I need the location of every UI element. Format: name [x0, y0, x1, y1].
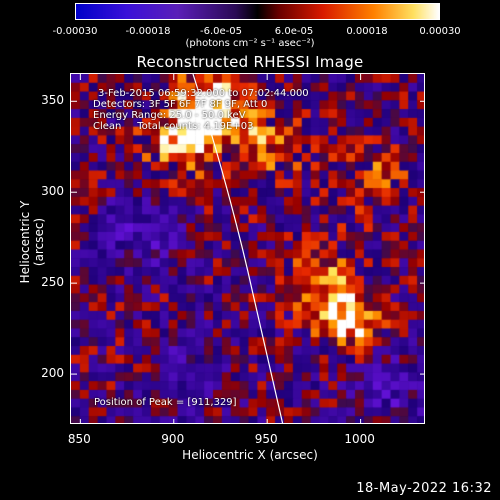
- y-axis-label: Heliocentric Y (arcsec): [18, 200, 46, 284]
- limb-overlay: [71, 74, 424, 423]
- colorbar-tick-label: 0.00018: [346, 26, 388, 37]
- solar-image-plot: 3-Feb-2015 06:59:32.000 to 07:02:44.000 …: [70, 73, 425, 424]
- y-tick-label: 350: [41, 93, 64, 108]
- solar-limb-line: [192, 74, 284, 423]
- colorbar-tick-label: 6.0e-05: [274, 26, 314, 37]
- colorbar-tick-label: -6.0e-05: [200, 26, 242, 37]
- colorbar-tick-label: 0.00030: [419, 26, 461, 37]
- y-tick-label: 300: [41, 184, 64, 199]
- x-tick-label: 850: [67, 432, 91, 446]
- method-counts-text: Clean Total counts: 4.19E+03: [93, 121, 254, 132]
- x-axis-label: Heliocentric X (arcsec): [182, 448, 318, 462]
- footer-date: 18-May-2022 16:32: [356, 481, 492, 496]
- time-range-text: 3-Feb-2015 06:59:32.000 to 07:02:44.000: [98, 88, 309, 99]
- colorbar-unit-label: (photons cm⁻² s⁻¹ asec⁻²): [185, 38, 315, 49]
- colorbar: [75, 3, 440, 20]
- colorbar-tick-label: -0.00018: [125, 26, 171, 37]
- energy-range-text: Energy Range: 25.0 - 50.0 keV: [93, 110, 246, 121]
- y-tick-label: 200: [41, 366, 64, 381]
- x-tick-label: 900: [161, 432, 185, 446]
- detectors-text: Detectors: 3F 5F 6F 7F 8F 9F, Att 0: [93, 99, 268, 110]
- colorbar-tick-label: -0.00030: [52, 26, 98, 37]
- x-tick-label: 950: [254, 432, 278, 446]
- solar-image-heatmap: [71, 74, 424, 423]
- peak-position-text: Position of Peak = [911,329]: [94, 397, 237, 408]
- y-tick-label: 250: [41, 275, 64, 290]
- x-tick-label: 1000: [344, 432, 375, 446]
- plot-title: Reconstructed RHESSI Image: [136, 53, 364, 71]
